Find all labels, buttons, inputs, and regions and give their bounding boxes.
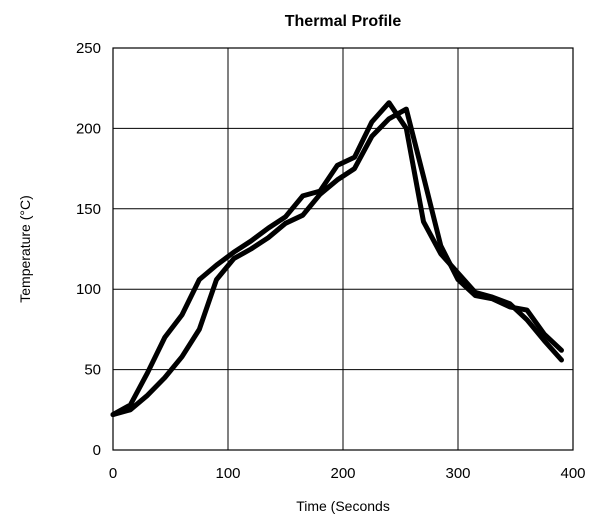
y-axis-label: Temperature (°C) (17, 195, 33, 303)
x-tick-label: 200 (330, 465, 355, 482)
series-line-1 (110, 100, 564, 418)
x-tick-label: 0 (109, 465, 117, 482)
y-tick-label: 50 (84, 362, 101, 379)
plot-area-frame (112, 47, 574, 451)
x-tick-label: 100 (215, 465, 240, 482)
x-tick-label: 400 (560, 465, 585, 482)
grid (112, 47, 574, 451)
x-tick-labels: 0 100 200 300 400 (109, 465, 586, 482)
y-tick-label: 0 (93, 442, 101, 459)
y-tick-labels: 0 50 100 150 200 250 (76, 40, 101, 459)
y-tick-label: 100 (76, 281, 101, 298)
series-line-2 (110, 106, 564, 418)
y-tick-label: 200 (76, 120, 101, 137)
y-tick-label: 150 (76, 201, 101, 218)
series-group (110, 100, 564, 418)
chart-title: Thermal Profile (285, 13, 402, 30)
y-tick-label: 250 (76, 40, 101, 57)
x-axis-label: Time (Seconds (296, 498, 390, 514)
x-tick-label: 300 (445, 465, 470, 482)
